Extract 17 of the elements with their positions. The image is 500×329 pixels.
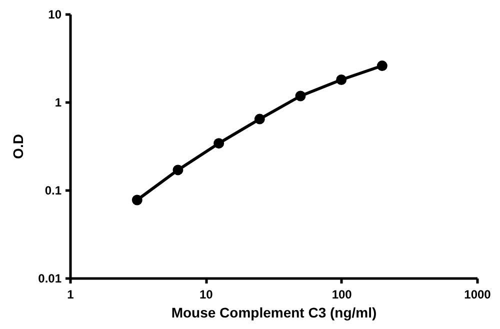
x-axis-title: Mouse Complement C3 (ng/ml) <box>171 304 377 320</box>
x-tick-label: 100 <box>332 288 352 302</box>
y-tick-label: 1 <box>54 96 62 110</box>
x-tick-label: 10 <box>199 288 214 302</box>
point <box>132 194 142 206</box>
x-tick-label: 1000 <box>464 288 492 302</box>
y-tick-label: 0.1 <box>44 184 62 198</box>
x-tick-label: 1 <box>67 288 74 302</box>
point <box>336 74 347 85</box>
y-tick-label: 10 <box>48 8 62 22</box>
point <box>172 164 184 176</box>
point <box>254 114 265 124</box>
y-tick-label: 0.01 <box>38 272 62 286</box>
point <box>214 138 224 149</box>
point <box>376 60 388 72</box>
y-axis-title: O.D <box>10 134 26 159</box>
point <box>295 90 306 102</box>
